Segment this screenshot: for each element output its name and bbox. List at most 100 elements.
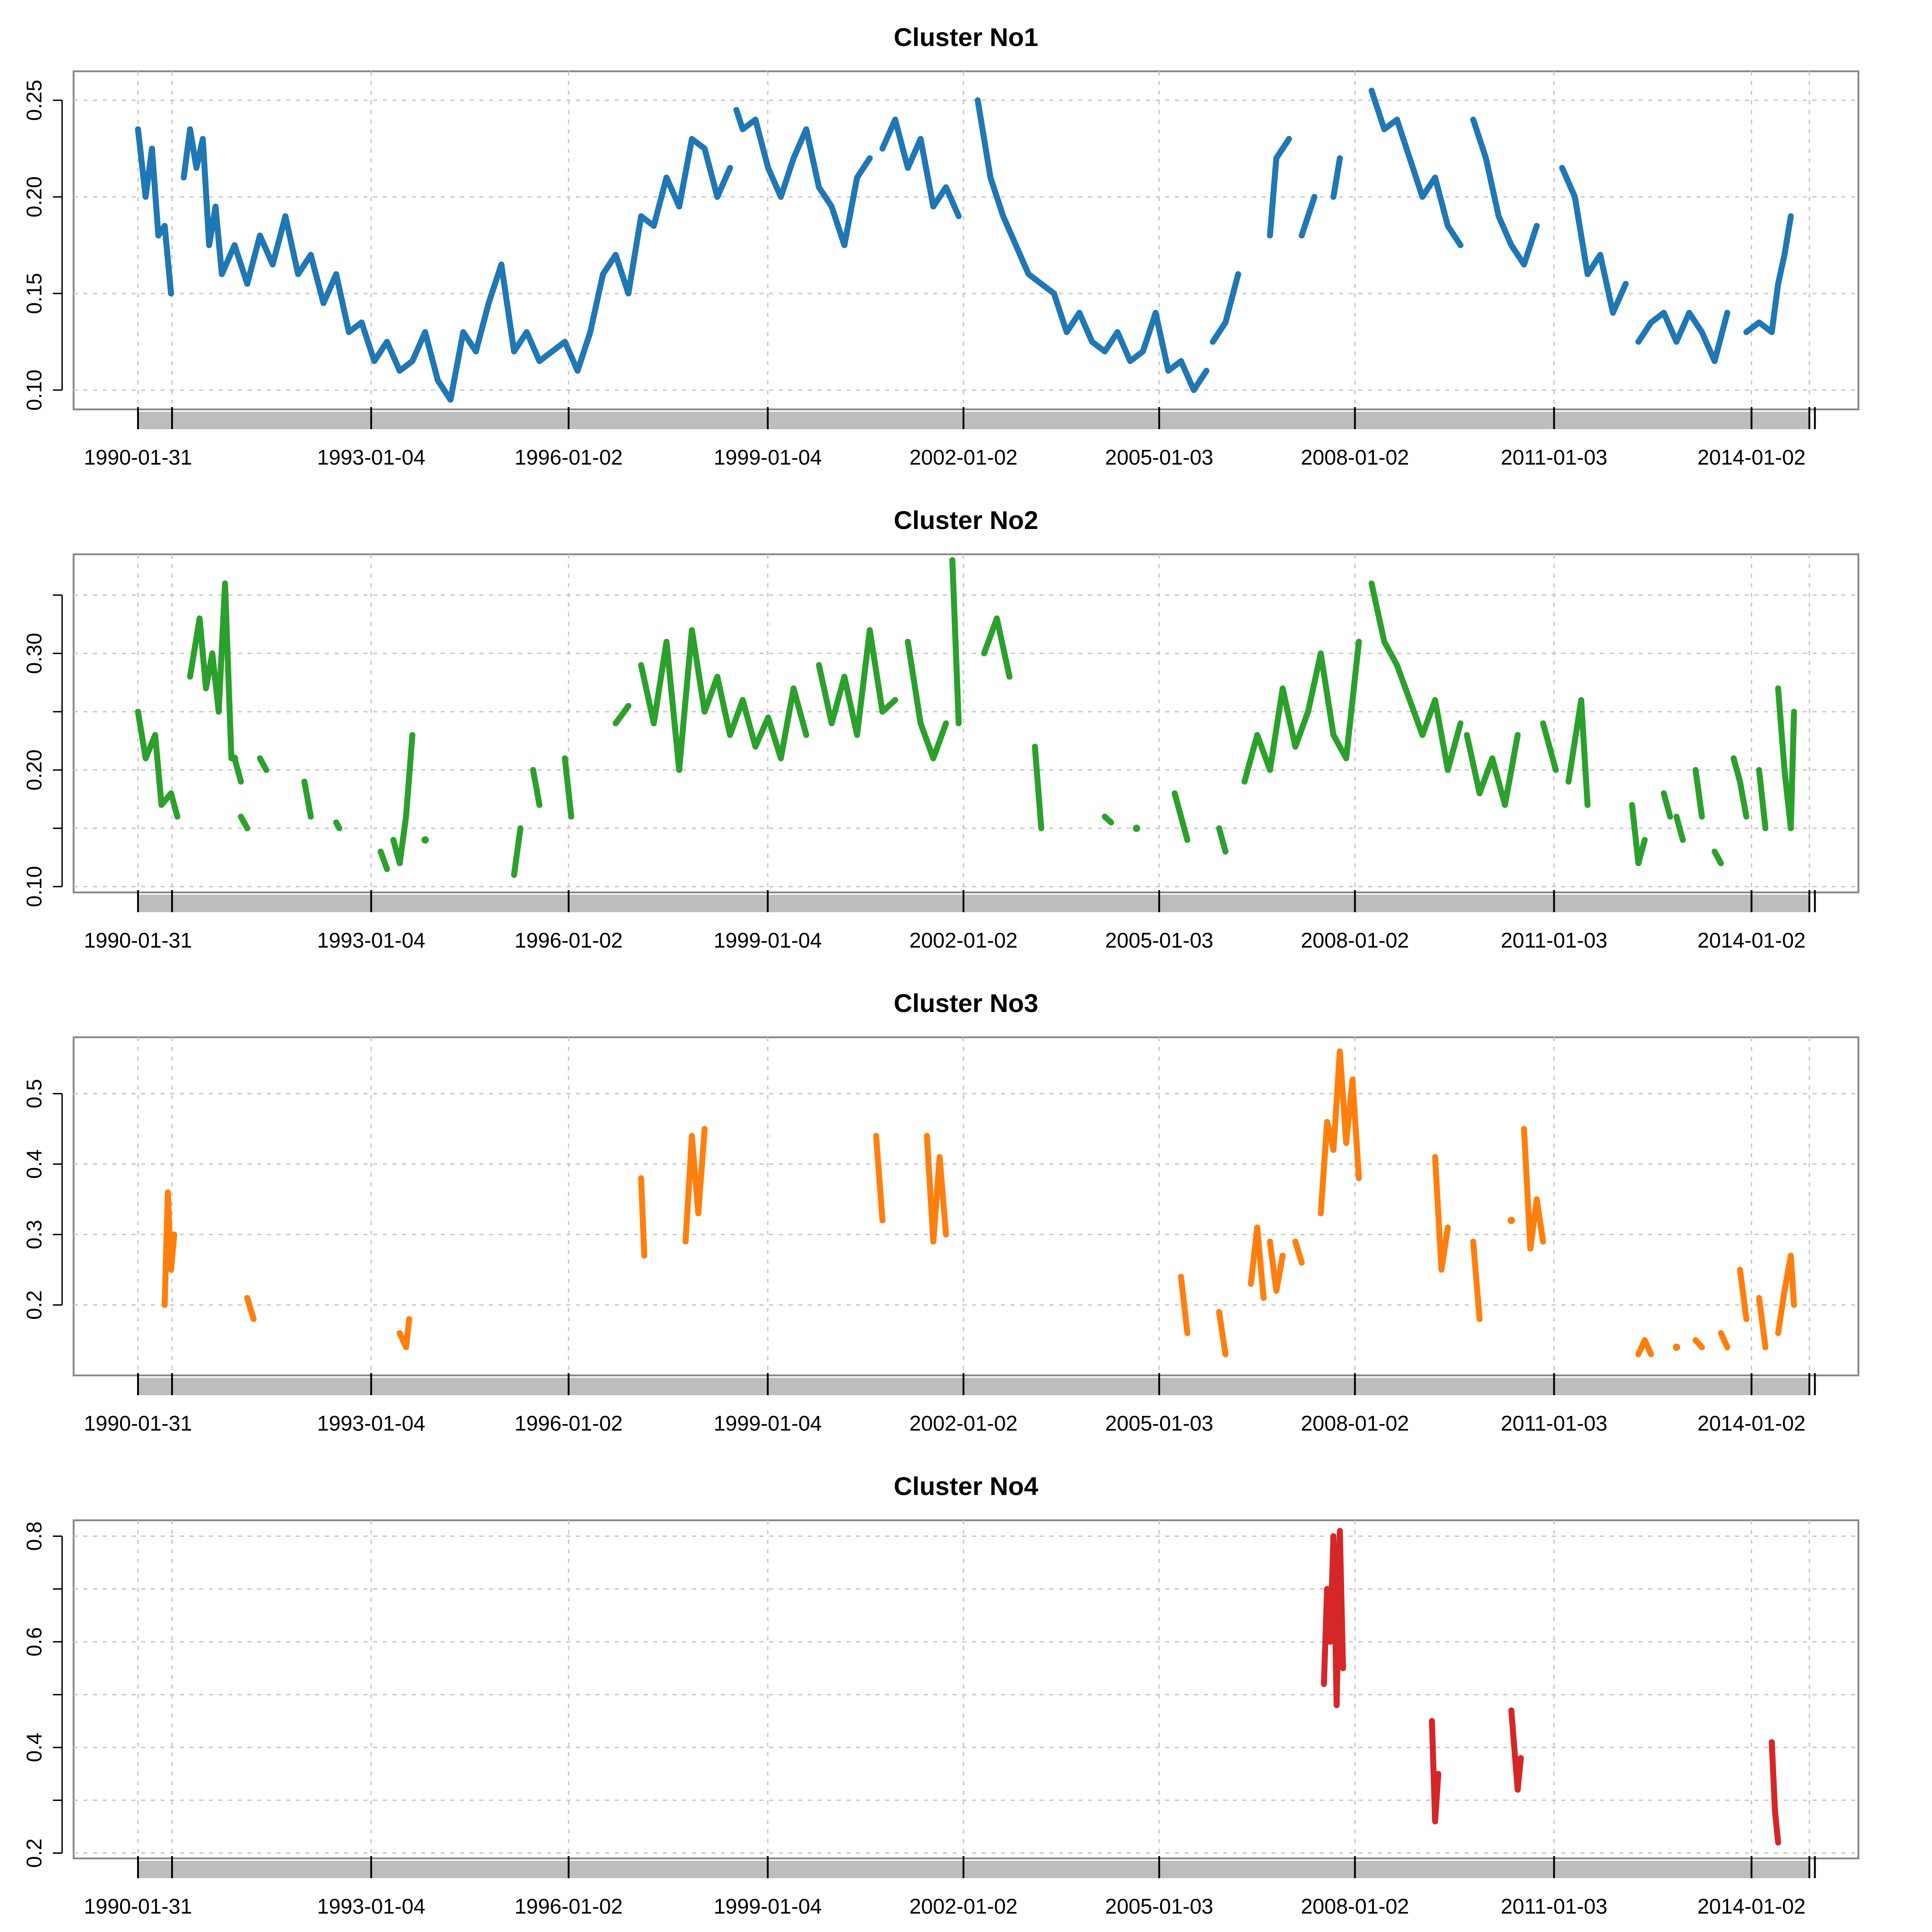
x-tick-label: 1996-01-02 [514,445,622,469]
y-tick-label: 0.4 [22,1733,46,1762]
series-segment [733,107,873,248]
date-axis-band [138,412,1810,429]
series-segment [1661,790,1673,820]
series-segment [1292,1238,1305,1266]
series-segment [135,126,174,297]
series-segment [1775,1253,1797,1336]
x-tick-label: 2008-01-02 [1301,1411,1409,1435]
series-segment [1330,155,1343,200]
x-tick-label: 1990-01-31 [84,1894,192,1918]
series-segment [1743,213,1794,335]
x-tick-label: 2014-01-02 [1697,928,1806,952]
series-segment [1317,1048,1362,1217]
series-segment [1508,1707,1524,1793]
series-segment [238,813,250,832]
series-segment [682,1126,708,1245]
x-tick-label: 2011-01-03 [1501,445,1607,469]
series-segment [1267,136,1292,239]
y-tick-label: 0.25 [22,80,46,121]
x-tick-label: 1993-01-04 [317,445,425,469]
x-tick-label: 2011-01-03 [1501,1894,1607,1918]
series-segment [1711,848,1724,867]
series-segment [1521,1126,1546,1252]
x-tick-label: 2014-01-02 [1697,445,1806,469]
series-segment [949,557,962,726]
series-segment [1540,720,1559,773]
panel-title: Cluster No4 [894,1472,1038,1501]
series-point [1673,1343,1680,1351]
y-tick-label: 0.2 [22,1290,46,1320]
x-tick-label: 1993-01-04 [317,928,425,952]
x-tick-label: 1990-01-31 [84,445,192,469]
series-point [230,754,238,762]
series-segment [1172,790,1190,843]
y-tick-label: 0.20 [22,176,46,218]
series-segment [1756,767,1769,832]
x-tick-label: 2014-01-02 [1697,1894,1806,1918]
series-segment [397,1316,413,1351]
series-segment [1432,1154,1451,1273]
series-segment [231,755,244,785]
series-segment [981,615,1013,680]
series-segment [390,732,415,867]
series-segment [1429,1718,1442,1825]
x-tick-label: 2008-01-02 [1301,445,1409,469]
series-segment [301,778,314,820]
x-tick-label: 1993-01-04 [317,1894,425,1918]
y-tick-label: 0.6 [22,1627,46,1656]
date-axis-band [138,1378,1810,1395]
y-tick-label: 0.2 [22,1839,46,1868]
x-tick-label: 2008-01-02 [1301,1894,1409,1918]
x-tick-label: 1999-01-04 [713,445,822,469]
series-segment [562,755,575,820]
series-segment [612,703,632,726]
x-tick-label: 1999-01-04 [713,928,822,952]
series-segment [378,848,390,872]
series-segment [161,1189,178,1308]
y-tick-label: 0.8 [22,1521,46,1551]
plot-frame [73,553,1859,893]
x-tick-label: 1996-01-02 [514,1411,622,1435]
series-segment [638,627,810,773]
date-axis-band [138,895,1810,912]
series-segment [1565,697,1591,808]
date-axis-band [138,1861,1810,1878]
y-tick-label: 0.10 [22,369,46,411]
series-point [1133,824,1140,832]
series-segment [187,580,235,761]
x-tick-label: 1990-01-31 [84,1411,192,1435]
series-segment [1216,825,1229,855]
y-tick-label: 0.5 [22,1079,46,1109]
series-segment [975,97,1210,393]
series-segment [924,1133,949,1245]
series-segment [180,126,733,403]
series-segment [1629,802,1648,867]
series-segment [135,708,181,820]
x-tick-label: 1996-01-02 [514,928,622,952]
series-segment [1032,743,1045,832]
x-tick-label: 2011-01-03 [1501,1411,1607,1435]
x-tick-label: 2005-01-03 [1105,1894,1213,1918]
series-segment [1470,1238,1483,1322]
series-segment [879,116,962,219]
x-tick-label: 1990-01-31 [84,928,192,952]
series-segment [1635,1337,1654,1357]
series-segment [1769,1739,1781,1846]
panel-title: Cluster No2 [894,506,1038,535]
y-tick-label: 0.15 [22,273,46,314]
series-segment [1756,1295,1769,1351]
series-segment [1635,310,1731,364]
panel-cluster-1: Cluster No1 0.10 0.15 0.20 0.25 1990-01-31 19… [22,23,1859,469]
series-segment [1216,1309,1229,1357]
series-segment [1731,755,1749,820]
series-segment [1673,813,1686,843]
series-segment [1248,1224,1267,1301]
y-tick-label: 0.30 [22,633,46,674]
series-segment [1242,638,1362,785]
series-segment [1559,165,1629,316]
plot-frame [73,70,1859,410]
series-segment [244,1295,257,1322]
x-tick-label: 2005-01-03 [1105,1411,1213,1435]
x-tick-label: 1993-01-04 [317,1411,425,1435]
